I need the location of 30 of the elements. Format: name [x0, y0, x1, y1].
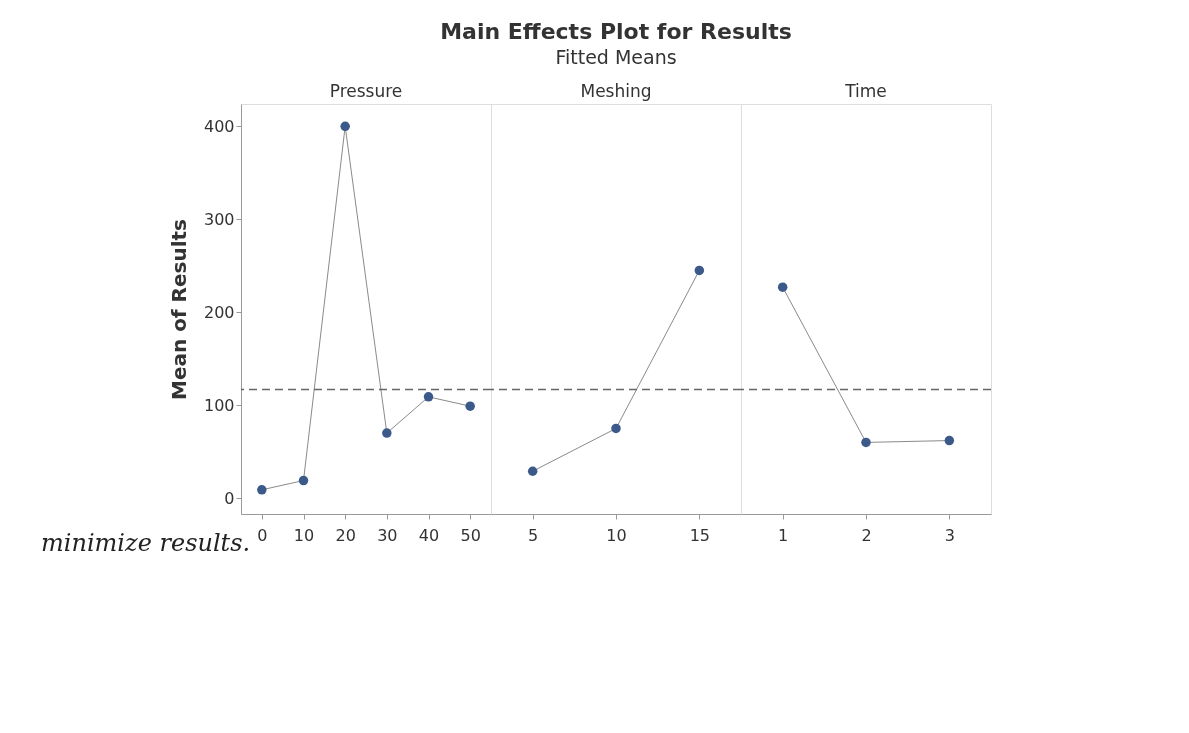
x2-axis-title: Pressure — [329, 81, 403, 101]
point — [382, 428, 392, 438]
x-tick-label: 3 — [944, 525, 955, 545]
point — [465, 401, 475, 411]
y-tick-label: 100 — [203, 395, 235, 415]
x2-axis-title: Time — [844, 81, 887, 101]
chart-title: Main Effects Plot for Results — [440, 19, 792, 44]
x-tick-label: 0 — [257, 525, 268, 545]
point — [298, 475, 309, 486]
x-tick-label: 15 — [689, 525, 711, 545]
y-tick-label: 300 — [203, 209, 235, 229]
point — [423, 392, 434, 402]
y-tick-label: 200 — [203, 302, 235, 322]
x-tick-label: 30 — [377, 525, 398, 545]
chart-subtitle: Fitted Means — [555, 46, 677, 68]
y-tick-label: 400 — [203, 116, 235, 136]
y-axis-title: Mean of Results — [166, 219, 191, 400]
x-tick-label: 2 — [861, 525, 872, 545]
x-tick-label: 10 — [293, 525, 315, 545]
x2-axis-title: Meshing — [580, 81, 652, 101]
text: minimize results. — [41, 529, 251, 557]
x-tick-label: 40 — [418, 525, 440, 545]
x-tick-label: 50 — [460, 525, 481, 545]
y-tick-label: 0 — [224, 488, 235, 508]
x-tick-label: 5 — [528, 525, 539, 545]
x-tick-label: 10 — [606, 525, 627, 545]
x-tick-label: 1 — [778, 525, 789, 545]
x-tick-label: 20 — [335, 525, 356, 545]
point — [340, 121, 350, 132]
point — [257, 485, 267, 495]
